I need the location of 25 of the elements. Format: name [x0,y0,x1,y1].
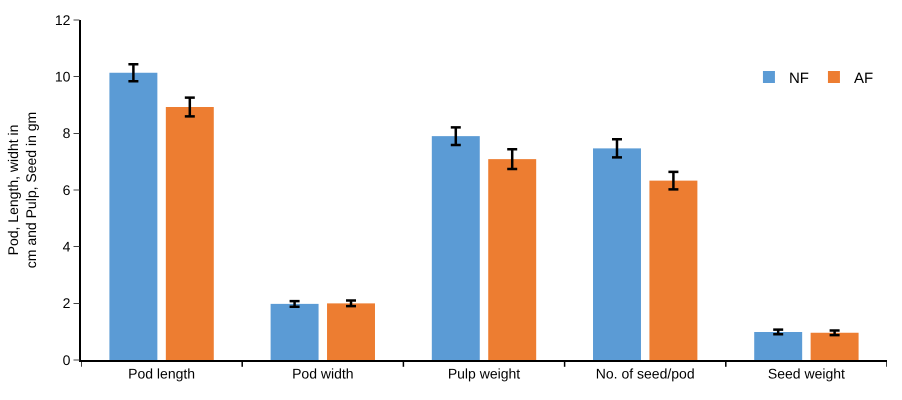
y-tick-label: 4 [62,238,71,255]
y-tick-label: 0 [62,352,71,368]
y-tick-label: 6 [62,182,71,198]
legend-label: AF [854,70,874,87]
bar [593,148,641,360]
bar [166,106,214,360]
bar [754,332,802,360]
y-tick-label: 12 [54,12,71,28]
y-tick-label: 8 [62,125,71,142]
bar [649,180,698,360]
bar [432,136,480,360]
bar [810,332,859,360]
x-tick-label: Seed weight [768,366,846,382]
bar [109,72,158,360]
x-tick-label: Pulp weight [448,366,520,382]
bar [270,304,319,360]
legend-label: NF [788,70,809,87]
y-tick-label: 2 [62,295,71,312]
x-tick-label: Pod length [128,366,196,382]
bar [488,159,536,360]
bar [327,303,375,360]
x-tick-label: Pod width [292,366,354,382]
y-axis-title: Pod, Length, widht in cm and Pulp, Seed in gm [4,112,39,268]
y-tick-label: 10 [54,68,71,85]
x-tick-label: No. of seed/pod [596,366,695,382]
